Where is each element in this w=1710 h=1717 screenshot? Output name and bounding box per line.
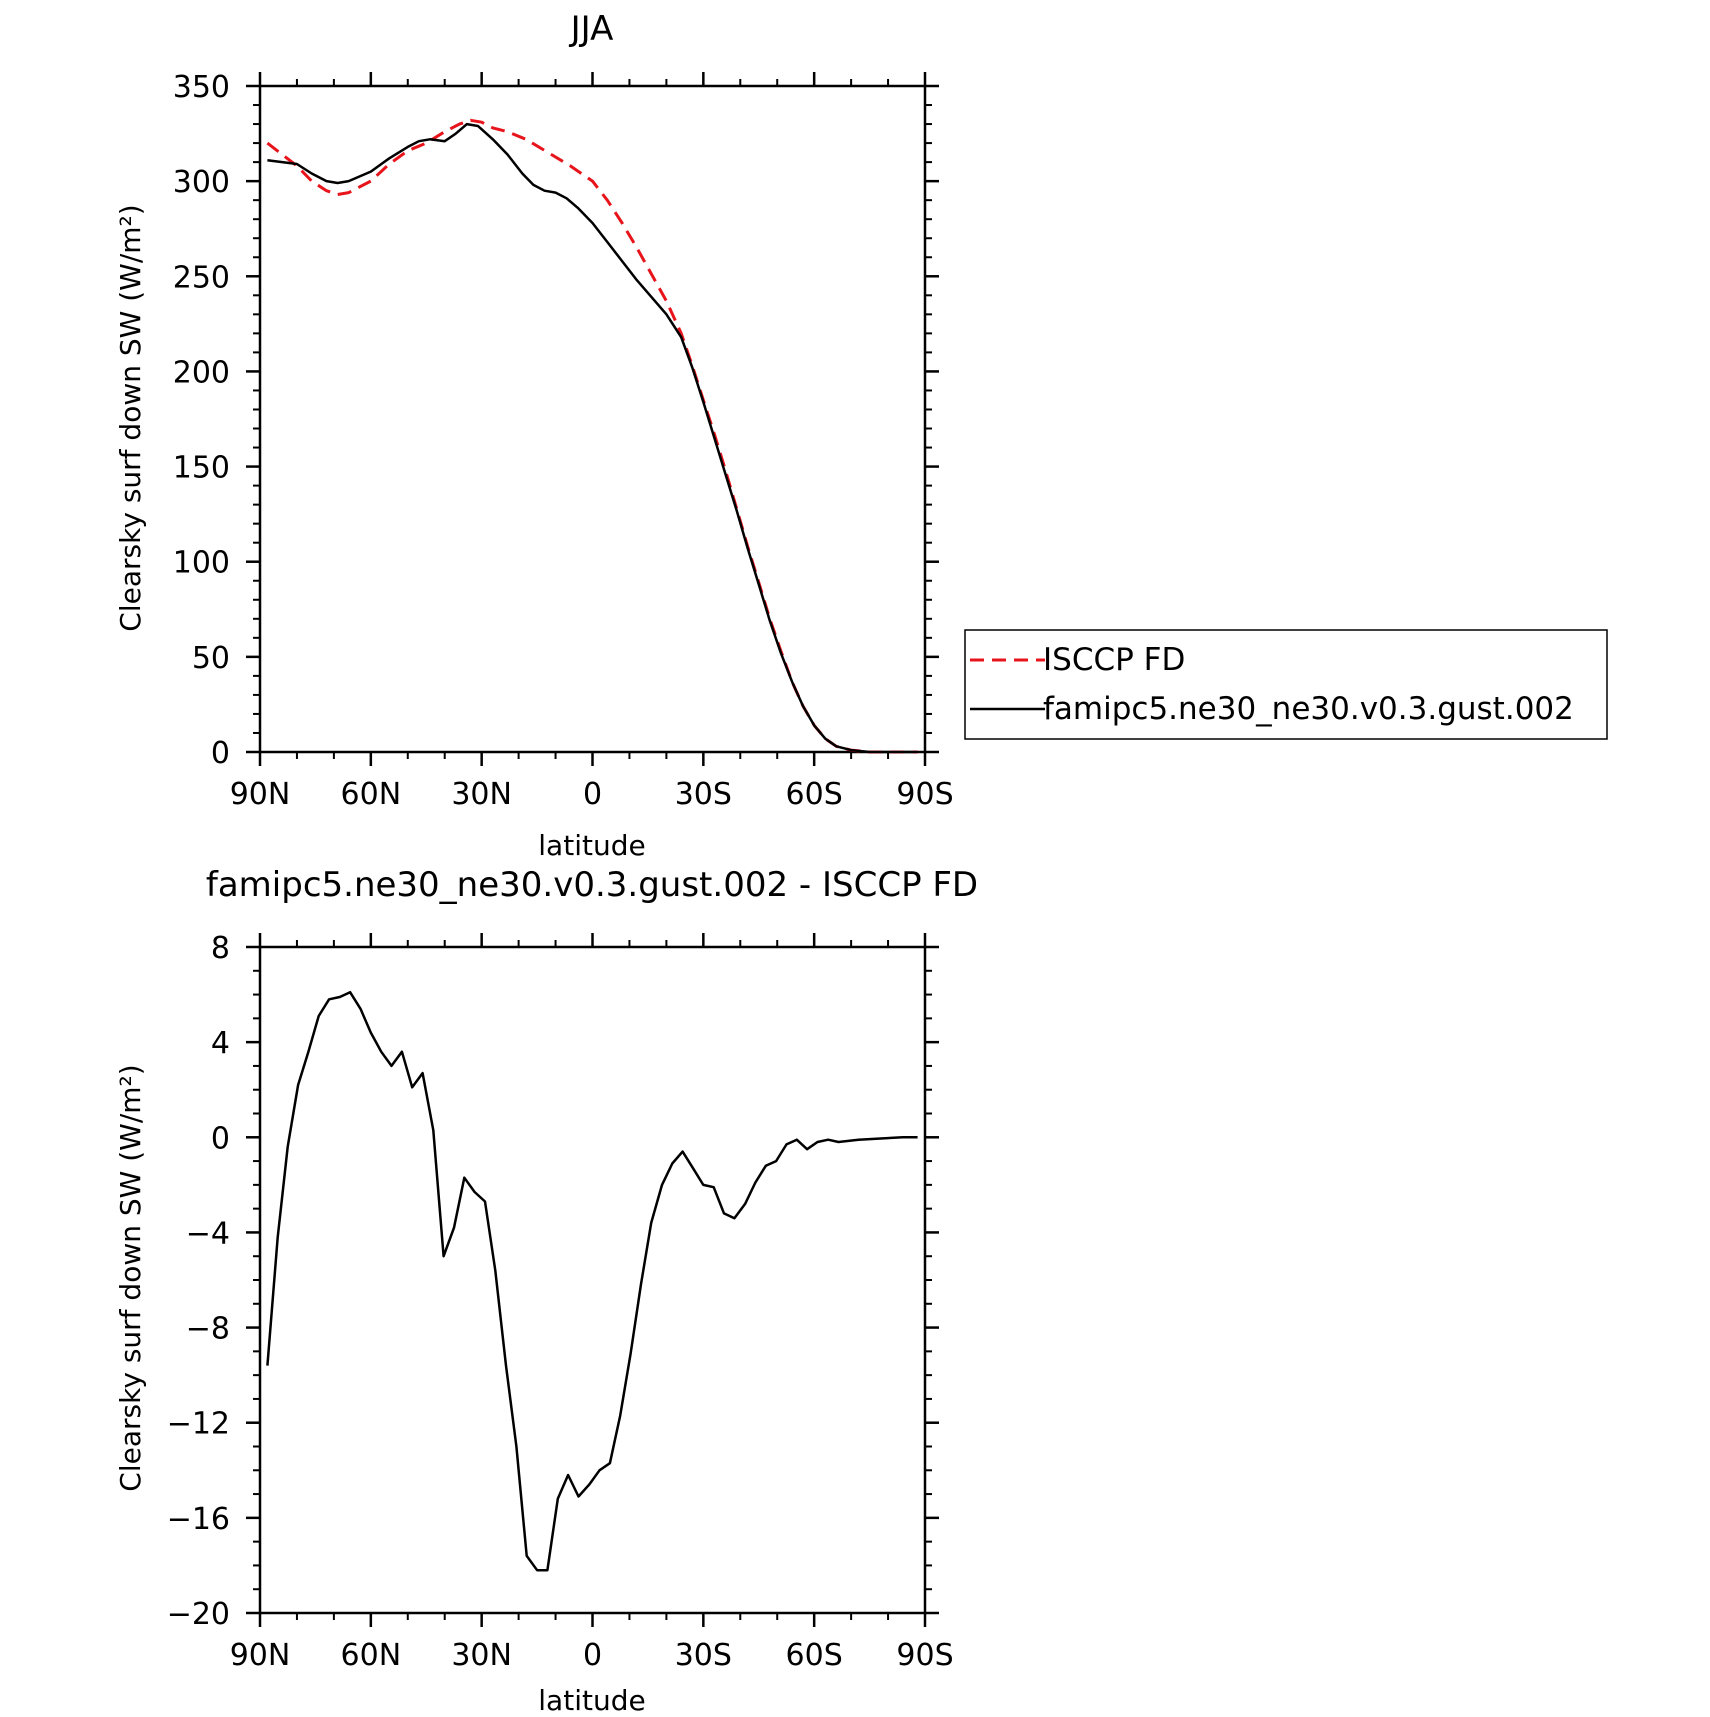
bottom-chart-lines [266,990,918,1572]
top-y-tick-label: 350 [173,70,230,105]
bottom-y-tick-label: 0 [211,1121,230,1156]
top-chart-axes: 90N 60N 30N 0 30S 60S 90S 0 50 100 150 200 250 300 350 [173,70,954,812]
bottom-y-tick-label: −20 [167,1597,230,1632]
legend-label-isccp: ISCCP FD [1043,642,1185,678]
top-x-tick-label: 60N [341,777,402,812]
bottom-y-tick-label: −8 [186,1312,230,1347]
top-y-tick-label: 50 [192,641,230,676]
top-y-tick-label: 100 [173,546,230,581]
bottom-series-line-0 [266,990,918,1572]
top-y-tick-label: 300 [173,165,230,200]
top-chart-lines [266,118,918,754]
top-x-tick-label: 30S [675,777,732,812]
bottom-chart-axes: 90N 60N 30N 0 30S 60S 90S −20 −16 −12 −8 −4 0 4 8 [167,931,954,1673]
bottom-x-tick-label: 90S [896,1638,953,1673]
bottom-y-tick-label: −16 [167,1502,230,1537]
bottom-x-tick-label: 0 [583,1638,602,1673]
bottom-y-tick-label: −4 [186,1216,230,1251]
top-y-tick-label: 200 [173,355,230,390]
top-series-line-0 [266,118,918,754]
bottom-chart-ylabel: Clearsky surf down SW (W/m²) [114,1064,147,1491]
top-y-tick-label: 150 [173,451,230,486]
top-y-tick-label: 0 [211,736,230,771]
top-chart-xlabel: latitude [538,829,645,862]
bottom-plot-frame [258,945,927,1615]
top-series-line-1 [267,122,918,754]
top-chart-ylabel: Clearsky surf down SW (W/m²) [114,204,147,631]
top-x-tick-label: 90S [896,777,953,812]
bottom-y-tick-label: −12 [167,1407,230,1442]
bottom-x-tick-label: 90N [230,1638,291,1673]
legend-box [964,629,1608,740]
bottom-x-tick-label: 60S [786,1638,843,1673]
bottom-x-tick-label: 30S [675,1638,732,1673]
bottom-y-tick-label: 4 [211,1026,230,1061]
bottom-chart-panel: famipc5.ne30_ne30.v0.3.gust.002 - ISCCP … [114,865,978,1717]
top-x-tick-label: 90N [230,777,291,812]
top-chart-title: JJA [569,9,614,49]
top-x-tick-label: 0 [583,777,602,812]
bottom-chart-title: famipc5.ne30_ne30.v0.3.gust.002 - ISCCP … [206,865,978,905]
bottom-y-tick-label: 8 [211,931,230,966]
top-chart-panel: JJA Clearsky surf down SW (W/m²) latitud… [114,9,1608,862]
top-x-tick-label: 30N [451,777,512,812]
bottom-chart-xlabel: latitude [538,1684,645,1717]
top-y-tick-label: 250 [173,260,230,295]
bottom-x-tick-label: 30N [451,1638,512,1673]
legend: ISCCP FD famipc5.ne30_ne30.v0.3.gust.002 [964,629,1608,740]
legend-label-famipc5: famipc5.ne30_ne30.v0.3.gust.002 [1043,691,1574,727]
bottom-x-tick-label: 60N [341,1638,402,1673]
top-x-tick-label: 60S [786,777,843,812]
